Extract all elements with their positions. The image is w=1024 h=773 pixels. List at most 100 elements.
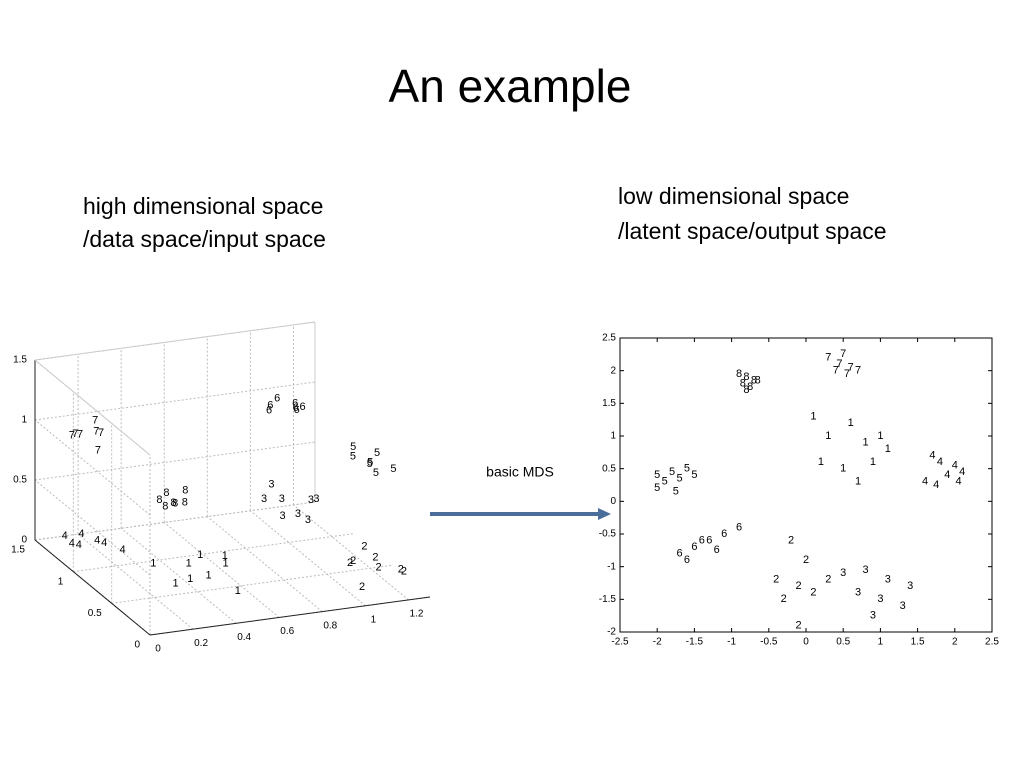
point-label: 1 <box>855 476 861 488</box>
point-label: 6 <box>699 534 705 546</box>
x-tick-label: -2.5 <box>611 637 629 648</box>
point-label: 4 <box>955 476 961 488</box>
z-tick-label: 0.5 <box>13 475 27 486</box>
y-tick-label: 1 <box>610 431 616 442</box>
point-label: 2 <box>347 557 353 569</box>
point-label: 7 <box>855 365 861 377</box>
point-label: 1 <box>206 570 212 582</box>
point-label: 4 <box>929 450 935 462</box>
point-label: 3 <box>305 514 311 526</box>
grid-line <box>163 522 280 618</box>
point-label: 1 <box>235 585 241 597</box>
point-label: 7 <box>825 352 831 364</box>
point-label: 4 <box>94 534 100 546</box>
x-tick-label: -0.5 <box>760 637 778 648</box>
y-tick-label: 0.5 <box>602 463 616 474</box>
grid-line <box>77 533 194 630</box>
point-label: 6 <box>293 402 299 414</box>
point-label: 5 <box>390 463 396 475</box>
x-tick-label: 1 <box>371 614 377 625</box>
point-label: 6 <box>292 397 298 409</box>
point-label: 4 <box>69 538 75 550</box>
chart-2d: -2.5 -2 -1.5 -1 -0.5 0 0.5 1 1.5 2 2.5-2-1.5-1-0.5… <box>599 333 1000 648</box>
point-label: 1 <box>862 436 868 448</box>
z-tick-label: 1.5 <box>13 355 27 366</box>
point-label: 8 <box>182 484 188 496</box>
point-label: 5 <box>350 451 356 463</box>
point-label: 6 <box>691 541 697 553</box>
x-tick-label: 1.2 <box>410 609 424 620</box>
point-label: 2 <box>781 593 787 605</box>
point-label: 3 <box>840 567 846 579</box>
point-label: 6 <box>300 401 306 413</box>
point-label: 6 <box>274 392 280 404</box>
point-label: 2 <box>398 563 404 575</box>
point-label: 8 <box>743 371 749 383</box>
point-label: 2 <box>773 574 779 586</box>
y-tick-label: -2 <box>607 627 616 638</box>
z-tick-label: 1 <box>21 415 27 426</box>
point-label: 7 <box>98 427 104 439</box>
x-tick-label: -2 <box>653 637 662 648</box>
point-label: 3 <box>907 580 913 592</box>
point-label: 5 <box>367 457 373 469</box>
point-label: 8 <box>751 374 757 386</box>
grid-line <box>120 527 237 624</box>
grid-line <box>34 501 316 541</box>
y-tick-label: 1.5 <box>11 545 25 556</box>
point-label: 5 <box>691 469 697 481</box>
point-label: 6 <box>714 544 720 556</box>
point-label: 1 <box>870 456 876 468</box>
point-label: 3 <box>268 479 274 491</box>
point-label: 8 <box>736 368 742 380</box>
grid-line <box>293 504 409 601</box>
point-label: 5 <box>654 482 660 494</box>
x-tick-label: 0.4 <box>237 632 251 643</box>
point-label: 6 <box>706 534 712 546</box>
point-label: 2 <box>401 565 407 577</box>
slide-title: An example <box>389 60 632 112</box>
point-label: 4 <box>62 530 68 542</box>
point-label: 1 <box>222 550 228 562</box>
point-label: 4 <box>76 539 82 551</box>
y-tick-label: -1 <box>607 561 616 572</box>
x-tick-label: 0.2 <box>194 638 208 649</box>
point-label: 1 <box>187 573 193 585</box>
point-label: 8 <box>162 501 168 513</box>
point-label: 2 <box>372 551 378 563</box>
arrow-label: basic MDS <box>486 464 554 480</box>
point-label: 4 <box>952 459 958 471</box>
point-label: 1 <box>810 410 816 422</box>
point-label: 3 <box>885 574 891 586</box>
point-label: 8 <box>182 497 188 509</box>
point-label: 7 <box>836 358 842 370</box>
point-label: 1 <box>150 557 156 569</box>
point-label: 4 <box>959 466 965 478</box>
point-label: 1 <box>877 430 883 442</box>
grid-line <box>206 516 323 613</box>
axis-line <box>34 539 151 636</box>
point-label: 1 <box>172 578 178 590</box>
point-label: 4 <box>933 479 939 491</box>
point-label: 4 <box>937 456 943 468</box>
point-label: 3 <box>261 493 267 505</box>
point-label: 7 <box>72 428 78 440</box>
point-label: 2 <box>810 587 816 599</box>
point-label: 8 <box>163 487 169 499</box>
arrow-head <box>598 508 611 520</box>
point-label: 7 <box>93 425 99 437</box>
point-label: 3 <box>900 600 906 612</box>
point-label: 5 <box>662 476 668 488</box>
point-label: 5 <box>373 467 379 479</box>
point-label: 2 <box>825 574 831 586</box>
grid-line <box>34 419 151 516</box>
point-label: 7 <box>840 348 846 360</box>
point-label: 4 <box>922 476 928 488</box>
y-tick-label: 0 <box>134 640 140 651</box>
point-label: 1 <box>223 557 229 569</box>
right-caption: low dimensional space <box>618 183 849 209</box>
point-label: 2 <box>788 534 794 546</box>
point-label: 6 <box>266 404 272 416</box>
point-label: 7 <box>92 414 98 426</box>
